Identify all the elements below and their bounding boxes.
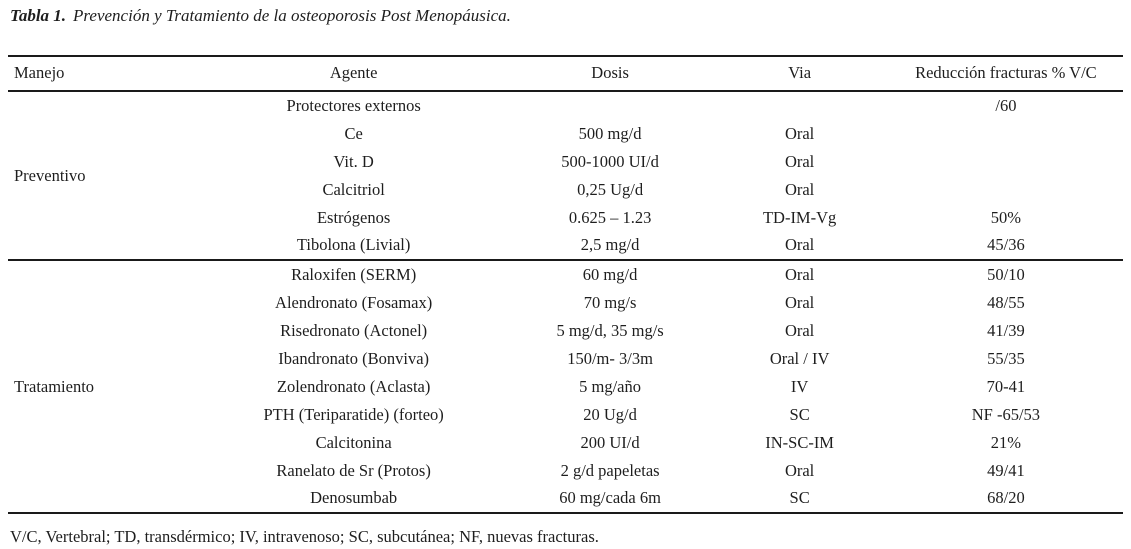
cell-dosis: 0.625 – 1.23 xyxy=(568,207,652,227)
cell-via: Oral xyxy=(784,460,815,480)
cell-via xyxy=(710,91,888,120)
cell-dosis: 5 mg/año xyxy=(579,376,642,396)
table-row: Ibandronato (Bonviva) 150/m- 3/3m Oral / I… xyxy=(8,345,1123,373)
cell-dosis: 2 g/d papeletas xyxy=(560,460,660,480)
cell-via: Oral xyxy=(784,293,815,313)
cell-dosis: 500 mg/d xyxy=(578,123,642,143)
table-row: Zolendronato (Aclasta) 5 mg/año IV 70-41 xyxy=(8,373,1123,401)
column-header-manejo: Manejo xyxy=(8,55,198,92)
cell-via: IV xyxy=(790,376,809,396)
cell-agente: Denosumbab xyxy=(197,484,510,515)
cell-agente: Calcitriol xyxy=(322,179,385,199)
table-body: Preventivo Protectores externos/60 Ce 500 m… xyxy=(8,91,1123,515)
cell-agente: Ce xyxy=(344,123,363,143)
column-header-agente: Agente xyxy=(197,55,510,92)
cell-reduccion xyxy=(889,120,1123,148)
cell-dosis: 60 mg/cada 6m xyxy=(509,484,711,515)
cell-reduccion: 68/20 xyxy=(888,484,1123,515)
cell-dosis: 2,5 mg/d xyxy=(509,231,711,262)
table-row: Tratamiento Raloxifen (SERM) 60 mg/d Oral 50… xyxy=(8,260,1123,515)
table-title-text: Prevención y Tratamiento de la osteoporo… xyxy=(73,6,511,25)
cell-dosis: 0,25 Ug/d xyxy=(577,179,644,199)
cell-reduccion: 41/39 xyxy=(987,321,1025,341)
cell-dosis: 150/m- 3/3m xyxy=(567,348,653,368)
cell-agente: Estrógenos xyxy=(316,207,391,227)
table-header: Manejo Agente Dosis Via Reducción fractu… xyxy=(8,55,1123,92)
column-header-dosis: Dosis xyxy=(509,55,711,92)
table-row: Estrógenos 0.625 – 1.23 TD-IM-Vg 50% xyxy=(8,204,1123,232)
osteoporosis-table: Manejo Agente Dosis Via Reducción fractu… xyxy=(8,55,1123,515)
cell-reduccion xyxy=(889,148,1123,176)
cell-dosis: 20 Ug/d xyxy=(583,404,637,424)
table-row: Ce 500 mg/d Oral xyxy=(8,120,1123,148)
cell-reduccion: 48/55 xyxy=(987,293,1025,313)
cell-agente: Vit. D xyxy=(333,151,374,171)
table-row: Alendronato (Fosamax) 70 mg/s Oral 48/55 xyxy=(8,289,1123,317)
cell-reduccion: 55/35 xyxy=(987,348,1025,368)
cell-reduccion: /60 xyxy=(995,95,1017,115)
cell-dosis: 60 mg/d xyxy=(582,265,638,285)
cell-agente: Protectores externos xyxy=(286,95,421,115)
table-row: Vit. D 500-1000 UI/d Oral xyxy=(8,148,1123,176)
cell-agente: Ranelato de Sr (Protos) xyxy=(276,460,431,480)
cell-via: Oral xyxy=(784,123,815,143)
cell-via: Oral xyxy=(784,321,815,341)
table-row: Calcitonina 200 UI/d IN-SC-IM 21% xyxy=(8,429,1123,457)
cell-reduccion: NF -65/53 xyxy=(971,404,1041,424)
cell-via: IN-SC-IM xyxy=(765,432,834,452)
cell-reduccion: 70-41 xyxy=(986,376,1026,396)
cell-reduccion: 45/36 xyxy=(888,231,1123,262)
cell-reduccion: 50/10 xyxy=(987,265,1025,285)
cell-agente: Risedronato (Actonel) xyxy=(280,321,428,341)
column-header-via: Via xyxy=(710,55,889,92)
cell-via: Oral xyxy=(784,179,815,199)
cell-via: Oral / IV xyxy=(769,348,830,368)
cell-reduccion: 21% xyxy=(990,432,1022,452)
cell-via: Oral xyxy=(784,265,815,285)
cell-via: Oral xyxy=(784,151,815,171)
cell-via: TD-IM-Vg xyxy=(762,207,837,227)
cell-agente: Ibandronato (Bonviva) xyxy=(278,348,430,368)
cell-agente: Raloxifen (SERM) xyxy=(291,265,417,285)
cell-agente: Zolendronato (Aclasta) xyxy=(276,376,431,396)
cell-dosis xyxy=(510,91,711,120)
footnote: V/C, Vertebral; TD, transdérmico; IV, in… xyxy=(10,527,599,547)
cell-via: SC xyxy=(710,484,889,515)
manejo-group-label: Tratamiento xyxy=(8,260,198,515)
cell-reduccion: 49/41 xyxy=(987,460,1025,480)
table-row: Ranelato de Sr (Protos) 2 g/d papeletas Or… xyxy=(8,457,1123,485)
table-row: Preventivo Protectores externos/60 xyxy=(8,91,1123,262)
cell-dosis: 200 UI/d xyxy=(580,432,640,452)
table-row: Risedronato (Actonel) 5 mg/d, 35 mg/s Oral… xyxy=(8,317,1123,345)
cell-dosis: 500-1000 UI/d xyxy=(561,151,659,171)
cell-dosis: 5 mg/d, 35 mg/s xyxy=(556,321,664,341)
cell-agente: Calcitonina xyxy=(315,432,392,452)
table-row: Tibolona (Livial) 2,5 mg/d Oral 45/36 xyxy=(8,231,1123,262)
cell-via: SC xyxy=(789,404,810,424)
column-header-reduccion: Reducción fracturas % V/C xyxy=(888,55,1123,92)
header-row: Manejo Agente Dosis Via Reducción fractu… xyxy=(8,55,1123,92)
table-title: Tabla 1. Prevención y Tratamiento de la o… xyxy=(10,6,1123,26)
table-title-label: Tabla 1. xyxy=(10,6,67,25)
cell-via: Oral xyxy=(710,231,889,262)
cell-dosis: 70 mg/s xyxy=(583,293,637,313)
cell-agente: Alendronato (Fosamax) xyxy=(275,293,433,313)
table-row: Denosumbab 60 mg/cada 6m SC 68/20 xyxy=(8,484,1123,515)
manejo-group-label: Preventivo xyxy=(8,91,198,262)
table-row: PTH (Teriparatide) (forteo) 20 Ug/d SC NF -… xyxy=(8,401,1123,429)
cell-agente: PTH (Teriparatide) (forteo) xyxy=(263,404,444,424)
cell-reduccion xyxy=(889,176,1123,204)
cell-agente: Tibolona (Livial) xyxy=(197,231,510,262)
cell-reduccion: 50% xyxy=(990,207,1022,227)
table-row: Calcitriol 0,25 Ug/d Oral xyxy=(8,176,1123,204)
